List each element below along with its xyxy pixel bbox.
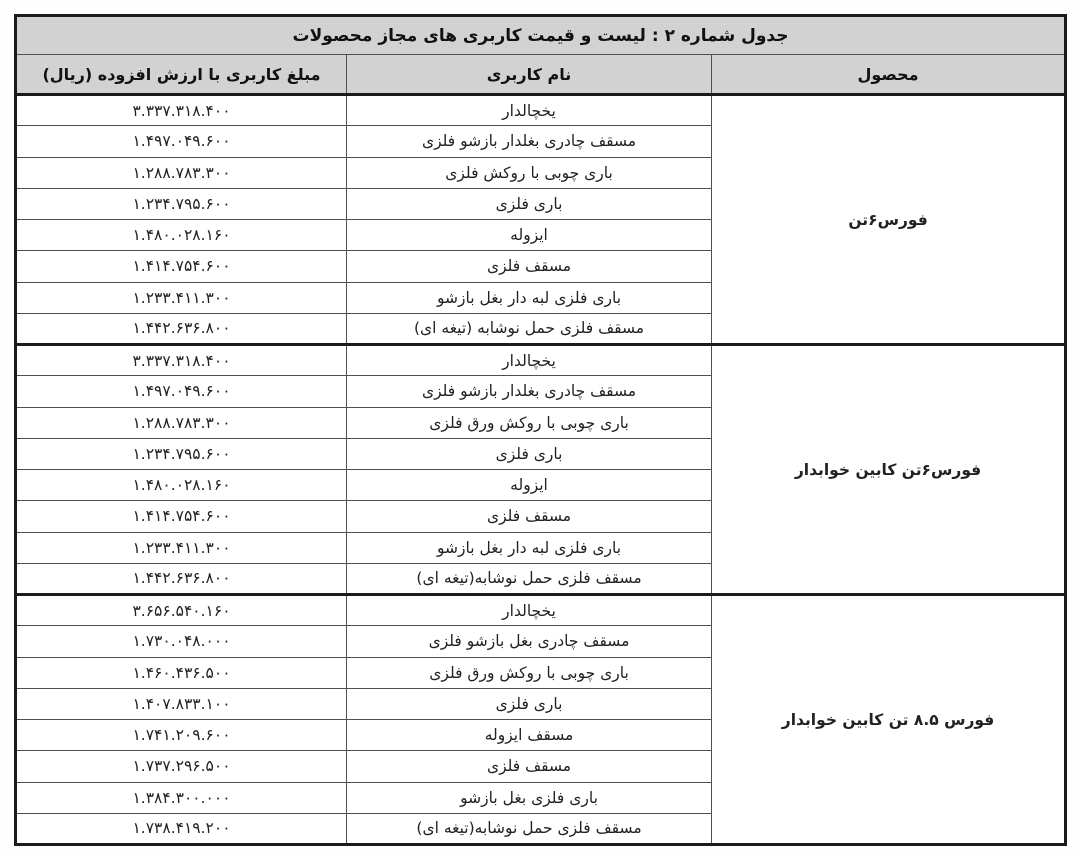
usage-name-cell: یخچالدار: [346, 342, 713, 377]
table-row: فورس۶تن کابین خوابدار یخچالدار ۳.۳۳۷.۳۱۸.۴…: [14, 342, 1067, 595]
usage-name-cell: مسقف فلزی: [346, 750, 713, 783]
price-cell: ۱.۴۹۷.۰۴۹.۶۰۰: [14, 125, 348, 158]
usage-name-cell: یخچالدار: [346, 592, 713, 627]
usage-name-cell: باری فلزی: [346, 437, 713, 471]
table-row: مسقف چادری بغلدار بازشو فلزی ۱.۴۹۷.۰۴۹.۶۰…: [14, 125, 1066, 158]
table-row: باری فلزی ۱.۴۰۷.۸۳۳.۱۰۰: [14, 687, 1066, 721]
table-row: مسقف فلزی حمل نوشابه (تیغه ای) ۱.۴۴۲.۶۳۶.…: [14, 312, 1066, 346]
price-cell: ۱.۴۰۷.۸۳۳.۱۰۰: [14, 687, 348, 721]
usage-name-cell: مسقف ایزوله: [346, 718, 713, 752]
table-row: فورس ۸.۵ تن کابین خوابدار یخچالدار ۳.۶۵۶.۵…: [14, 592, 1067, 845]
price-cell: ۱.۴۴۲.۶۳۶.۸۰۰: [14, 312, 348, 346]
usage-name-cell: باری فلزی لبه دار بغل بازشو: [346, 281, 713, 314]
table-row: مسقف فلزی ۱.۷۳۷.۲۹۶.۵۰۰: [14, 750, 1066, 783]
table-row: ایزوله ۱.۴۸۰.۰۲۸.۱۶۰: [14, 218, 1066, 252]
price-cell: ۱.۷۳۷.۲۹۶.۵۰۰: [14, 750, 348, 783]
table-row: مسقف فلزی ۱.۴۱۴.۷۵۴.۶۰۰: [14, 250, 1066, 283]
price-cell: ۱.۲۸۸.۷۸۳.۳۰۰: [14, 156, 348, 189]
table-row: مسقف فلزی حمل نوشابه(تیغه ای) ۱.۷۳۸.۴۱۹.۲…: [14, 812, 1066, 846]
column-header-usage-name: نام کاربری: [346, 54, 713, 95]
table-row: مسقف فلزی ۱.۴۱۴.۷۵۴.۶۰۰: [14, 500, 1066, 533]
table-row: باری چوبی با روکش ورق فلزی ۱.۴۶۰.۴۳۶.۵۰۰: [14, 656, 1066, 689]
product-cell: فورس ۸.۵ تن کابین خوابدار: [711, 593, 1067, 845]
usage-name-cell: مسقف فلزی: [346, 250, 713, 283]
usage-name-cell: یخچالدار: [346, 92, 713, 127]
price-cell: ۱.۳۸۴.۳۰۰.۰۰۰: [14, 781, 348, 814]
usage-name-cell: باری چوبی با روکش ورق فلزی: [346, 656, 713, 689]
table-header-row: محصول نام کاربری مبلغ کاربری با ارزش افز…: [14, 54, 1067, 95]
table-row: باری فلزی لبه دار بغل بازشو ۱.۲۳۳.۴۱۱.۳۰۰: [14, 531, 1066, 564]
price-cell: ۳.۳۳۷.۳۱۸.۴۰۰: [14, 342, 348, 377]
table-body: فورس۶تن یخچالدار ۳.۳۳۷.۳۱۸.۴۰۰ مسقف چادری ب…: [14, 92, 1067, 846]
price-cell: ۱.۲۳۴.۷۹۵.۶۰۰: [14, 187, 348, 221]
price-cell: ۱.۲۳۳.۴۱۱.۳۰۰: [14, 281, 348, 314]
usage-name-cell: مسقف فلزی: [346, 500, 713, 533]
usage-name-cell: مسقف چادری بغلدار بازشو فلزی: [346, 125, 713, 158]
table-row: مسقف ایزوله ۱.۷۴۱.۲۰۹.۶۰۰: [14, 718, 1066, 752]
usage-name-cell: باری فلزی بغل بازشو: [346, 781, 713, 814]
usage-name-cell: باری چوبی با روکش فلزی: [346, 156, 713, 189]
price-cell: ۱.۲۳۴.۷۹۵.۶۰۰: [14, 437, 348, 471]
table-title-row: جدول شماره ۲ : لیست و قیمت کاربری های مج…: [14, 15, 1067, 55]
price-cell: ۱.۷۳۰.۰۴۸.۰۰۰: [14, 625, 348, 658]
price-table: جدول شماره ۲ : لیست و قیمت کاربری های مج…: [14, 14, 1068, 846]
usage-name-cell: باری فلزی: [346, 687, 713, 721]
usage-name-cell: مسقف چادری بغلدار بازشو فلزی: [346, 375, 713, 408]
usage-name-cell: مسقف فلزی حمل نوشابه (تیغه ای): [346, 312, 713, 346]
price-cell: ۱.۴۱۴.۷۵۴.۶۰۰: [14, 250, 348, 283]
usage-name-cell: باری فلزی لبه دار بغل بازشو: [346, 531, 713, 564]
table-row: باری فلزی ۱.۲۳۴.۷۹۵.۶۰۰: [14, 437, 1066, 471]
table-row: ایزوله ۱.۴۸۰.۰۲۸.۱۶۰: [14, 468, 1066, 502]
price-cell: ۱.۴۹۷.۰۴۹.۶۰۰: [14, 375, 348, 408]
price-cell: ۱.۲۸۸.۷۸۳.۳۰۰: [14, 406, 348, 439]
price-cell: ۳.۶۵۶.۵۴۰.۱۶۰: [14, 592, 348, 627]
column-header-product: محصول: [711, 54, 1067, 95]
usage-name-cell: ایزوله: [346, 468, 713, 502]
usage-name-cell: مسقف چادری بغل بازشو فلزی: [346, 625, 713, 658]
table-row: مسقف چادری بغلدار بازشو فلزی ۱.۴۹۷.۰۴۹.۶۰…: [14, 375, 1066, 408]
table-row: باری فلزی ۱.۲۳۴.۷۹۵.۶۰۰: [14, 187, 1066, 221]
price-cell: ۱.۷۴۱.۲۰۹.۶۰۰: [14, 718, 348, 752]
table-row: فورس۶تن یخچالدار ۳.۳۳۷.۳۱۸.۴۰۰: [14, 92, 1067, 345]
usage-name-cell: ایزوله: [346, 218, 713, 252]
usage-name-cell: مسقف فلزی حمل نوشابه(تیغه ای): [346, 812, 713, 846]
table-row: باری فلزی لبه دار بغل بازشو ۱.۲۳۳.۴۱۱.۳۰۰: [14, 281, 1066, 314]
price-cell: ۱.۴۶۰.۴۳۶.۵۰۰: [14, 656, 348, 689]
usage-name-cell: باری فلزی: [346, 187, 713, 221]
table-title: جدول شماره ۲ : لیست و قیمت کاربری های مج…: [14, 15, 1067, 55]
price-cell: ۳.۳۳۷.۳۱۸.۴۰۰: [14, 92, 348, 127]
product-cell: فورس۶تن کابین خوابدار: [711, 343, 1067, 595]
price-cell: ۱.۴۸۰.۰۲۸.۱۶۰: [14, 218, 348, 252]
table-row: مسقف چادری بغل بازشو فلزی ۱.۷۳۰.۰۴۸.۰۰۰: [14, 625, 1066, 658]
column-header-price: مبلغ کاربری با ارزش افزوده (ریال): [14, 54, 348, 95]
usage-name-cell: مسقف فلزی حمل نوشابه(تیغه ای): [346, 562, 713, 596]
usage-name-cell: باری چوبی با روکش ورق فلزی: [346, 406, 713, 439]
price-cell: ۱.۴۴۲.۶۳۶.۸۰۰: [14, 562, 348, 596]
price-cell: ۱.۴۸۰.۰۲۸.۱۶۰: [14, 468, 348, 502]
price-cell: ۱.۷۳۸.۴۱۹.۲۰۰: [14, 812, 348, 846]
price-cell: ۱.۴۱۴.۷۵۴.۶۰۰: [14, 500, 348, 533]
price-cell: ۱.۲۳۳.۴۱۱.۳۰۰: [14, 531, 348, 564]
product-cell: فورس۶تن: [711, 93, 1067, 345]
